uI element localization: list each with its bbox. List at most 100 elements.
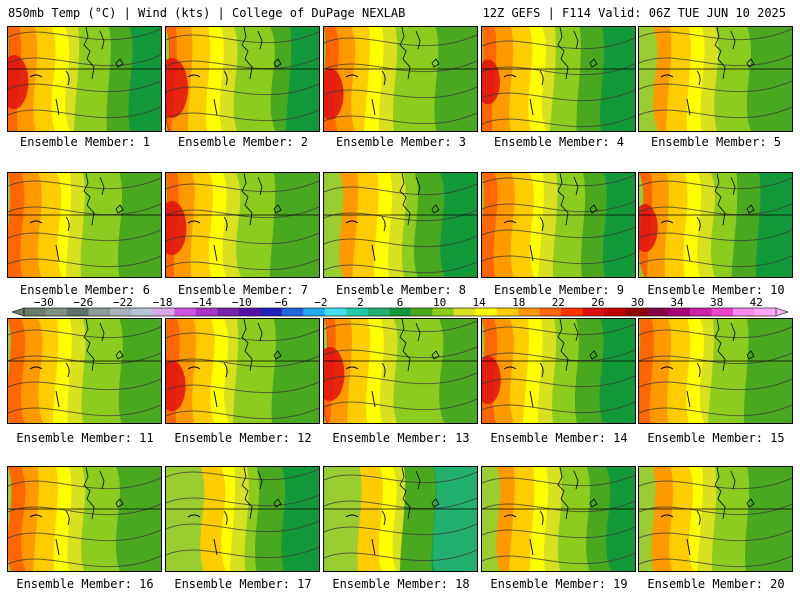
warm-core bbox=[324, 68, 344, 120]
colorbar-swatch bbox=[496, 308, 519, 316]
temperature-field bbox=[8, 173, 161, 277]
temperature-field bbox=[324, 319, 477, 423]
temperature-band bbox=[432, 467, 477, 571]
coastline bbox=[399, 173, 440, 226]
height-contour bbox=[639, 555, 792, 568]
height-contour bbox=[166, 468, 319, 481]
height-contour bbox=[166, 109, 319, 122]
ensemble-member-label: Ensemble Member: 2 bbox=[177, 135, 309, 149]
height-contour bbox=[166, 329, 319, 342]
water-outline bbox=[345, 216, 386, 262]
ensemble-member-map bbox=[7, 172, 162, 278]
height-contour bbox=[324, 398, 477, 411]
water-outline bbox=[660, 70, 701, 116]
height-contour bbox=[166, 407, 319, 420]
temperature-band bbox=[745, 467, 792, 571]
height-contour bbox=[482, 200, 635, 213]
colorbar-tick-label: 26 bbox=[591, 297, 604, 309]
ensemble-member-map bbox=[481, 318, 636, 424]
colorbar-swatch bbox=[109, 308, 132, 316]
temperature-band bbox=[746, 27, 792, 131]
coastline bbox=[557, 173, 598, 226]
height-contour bbox=[324, 235, 477, 248]
colorbar-tick-label: 34 bbox=[670, 297, 684, 309]
colorbar-swatch bbox=[604, 308, 627, 316]
height-contour bbox=[639, 28, 792, 41]
colorbar-graphic: −30 −26 −22 −18 −14 −10 −6 −2 2 6 10 14 18 22 26 30 34 38… bbox=[12, 297, 788, 317]
coastline bbox=[557, 467, 598, 520]
height-contour bbox=[324, 34, 477, 47]
temperature-band bbox=[439, 319, 477, 423]
height-contour bbox=[639, 404, 792, 417]
colorbar-swatch bbox=[281, 308, 304, 316]
temperature-field bbox=[324, 467, 477, 571]
colorbar-swatch bbox=[389, 308, 412, 316]
height-contour bbox=[482, 63, 635, 76]
colorbar-tick-label: 42 bbox=[750, 297, 763, 309]
height-contour bbox=[482, 115, 635, 128]
height-contour bbox=[8, 80, 161, 93]
ensemble-member-label: Ensemble Member: 11 bbox=[16, 431, 154, 445]
ensemble-member-label: Ensemble Member: 18 bbox=[332, 577, 470, 591]
height-contour bbox=[8, 477, 161, 490]
ensemble-member-label: Ensemble Member: 9 bbox=[493, 283, 625, 297]
colorbar-swatch bbox=[711, 308, 734, 316]
height-contour bbox=[8, 529, 161, 542]
coastline bbox=[557, 319, 598, 372]
colorbar-tick-label: −2 bbox=[314, 297, 327, 309]
temperature-field bbox=[166, 319, 319, 423]
colorbar-swatch bbox=[367, 308, 390, 316]
colorbar-tick-label: −22 bbox=[113, 297, 133, 309]
ensemble-member-label: Ensemble Member: 16 bbox=[16, 577, 154, 591]
height-contour bbox=[639, 106, 792, 119]
coastline bbox=[241, 173, 282, 226]
ensemble-member-label: Ensemble Member: 1 bbox=[19, 135, 151, 149]
colorbar-swatch bbox=[733, 308, 756, 316]
height-contour bbox=[639, 477, 792, 490]
height-contour bbox=[166, 520, 319, 533]
water-outline bbox=[29, 70, 70, 116]
ensemble-member-label: Ensemble Member: 4 bbox=[493, 135, 625, 149]
ensemble-member-map bbox=[165, 318, 320, 424]
colorbar-swatch bbox=[668, 308, 691, 316]
ensemble-member-map bbox=[481, 26, 636, 132]
height-contour bbox=[639, 203, 792, 216]
colorbar-swatch bbox=[24, 308, 46, 316]
water-outline bbox=[187, 362, 228, 408]
colorbar-tick-label: 2 bbox=[357, 297, 364, 309]
colorbar-swatch bbox=[88, 308, 111, 316]
height-contour bbox=[8, 503, 161, 516]
ensemble-member-label: Ensemble Member: 17 bbox=[174, 577, 312, 591]
temperature-field bbox=[8, 467, 161, 571]
ensemble-member-map bbox=[638, 26, 793, 132]
ensemble-member-map bbox=[7, 26, 162, 132]
coastline bbox=[399, 467, 440, 520]
ensemble-member-label: Ensemble Member: 6 bbox=[19, 283, 151, 297]
height-contour bbox=[166, 180, 319, 193]
height-contour bbox=[482, 252, 635, 265]
height-contour bbox=[482, 89, 635, 102]
height-contour bbox=[8, 106, 161, 119]
height-contour bbox=[639, 326, 792, 339]
ensemble-member-map bbox=[165, 26, 320, 132]
ensemble-member-map bbox=[481, 466, 636, 572]
height-contour bbox=[8, 28, 161, 41]
water-outline bbox=[187, 70, 228, 116]
height-contour bbox=[482, 174, 635, 187]
height-contour bbox=[8, 203, 161, 216]
ensemble-member-label: Ensemble Member: 7 bbox=[177, 283, 309, 297]
water-outline bbox=[345, 70, 386, 116]
temperature-field bbox=[482, 467, 635, 571]
height-contour bbox=[166, 546, 319, 559]
ensemble-member-label: Ensemble Member: 12 bbox=[174, 431, 312, 445]
colorbar-swatch bbox=[410, 308, 433, 316]
ensemble-member-map bbox=[638, 318, 793, 424]
water-outline bbox=[29, 362, 70, 408]
ensemble-member-map bbox=[481, 172, 636, 278]
colorbar-tick-label: −26 bbox=[73, 297, 93, 309]
colorbar-tick-label: −6 bbox=[275, 297, 288, 309]
height-contour bbox=[324, 112, 477, 125]
colorbar-tick-label: 38 bbox=[710, 297, 723, 309]
colorbar-swatch bbox=[217, 308, 240, 316]
coastline bbox=[83, 27, 124, 80]
